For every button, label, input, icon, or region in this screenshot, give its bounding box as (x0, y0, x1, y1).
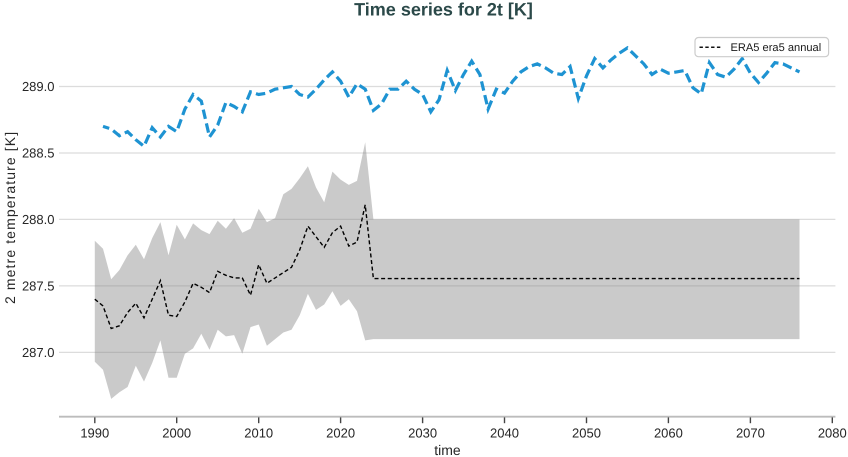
svg-text:2030: 2030 (408, 426, 437, 441)
svg-text:287.0: 287.0 (22, 345, 55, 360)
svg-text:289.0: 289.0 (22, 79, 55, 94)
svg-text:2070: 2070 (736, 426, 765, 441)
svg-text:288.0: 288.0 (22, 212, 55, 227)
svg-text:2020: 2020 (326, 426, 355, 441)
svg-text:288.5: 288.5 (22, 146, 55, 161)
svg-text:287.5: 287.5 (22, 279, 55, 294)
svg-text:2040: 2040 (490, 426, 519, 441)
svg-text:2010: 2010 (244, 426, 273, 441)
svg-text:ERA5 era5 annual: ERA5 era5 annual (731, 42, 822, 54)
svg-text:1990: 1990 (80, 426, 109, 441)
svg-text:Time series for 2t [K]: Time series for 2t [K] (354, 0, 533, 20)
svg-text:time: time (434, 442, 461, 457)
svg-text:2060: 2060 (654, 426, 683, 441)
svg-text:2000: 2000 (162, 426, 191, 441)
svg-text:2080: 2080 (818, 426, 847, 441)
svg-text:2050: 2050 (572, 426, 601, 441)
svg-text:2 metre temperature [K]: 2 metre temperature [K] (2, 131, 18, 304)
